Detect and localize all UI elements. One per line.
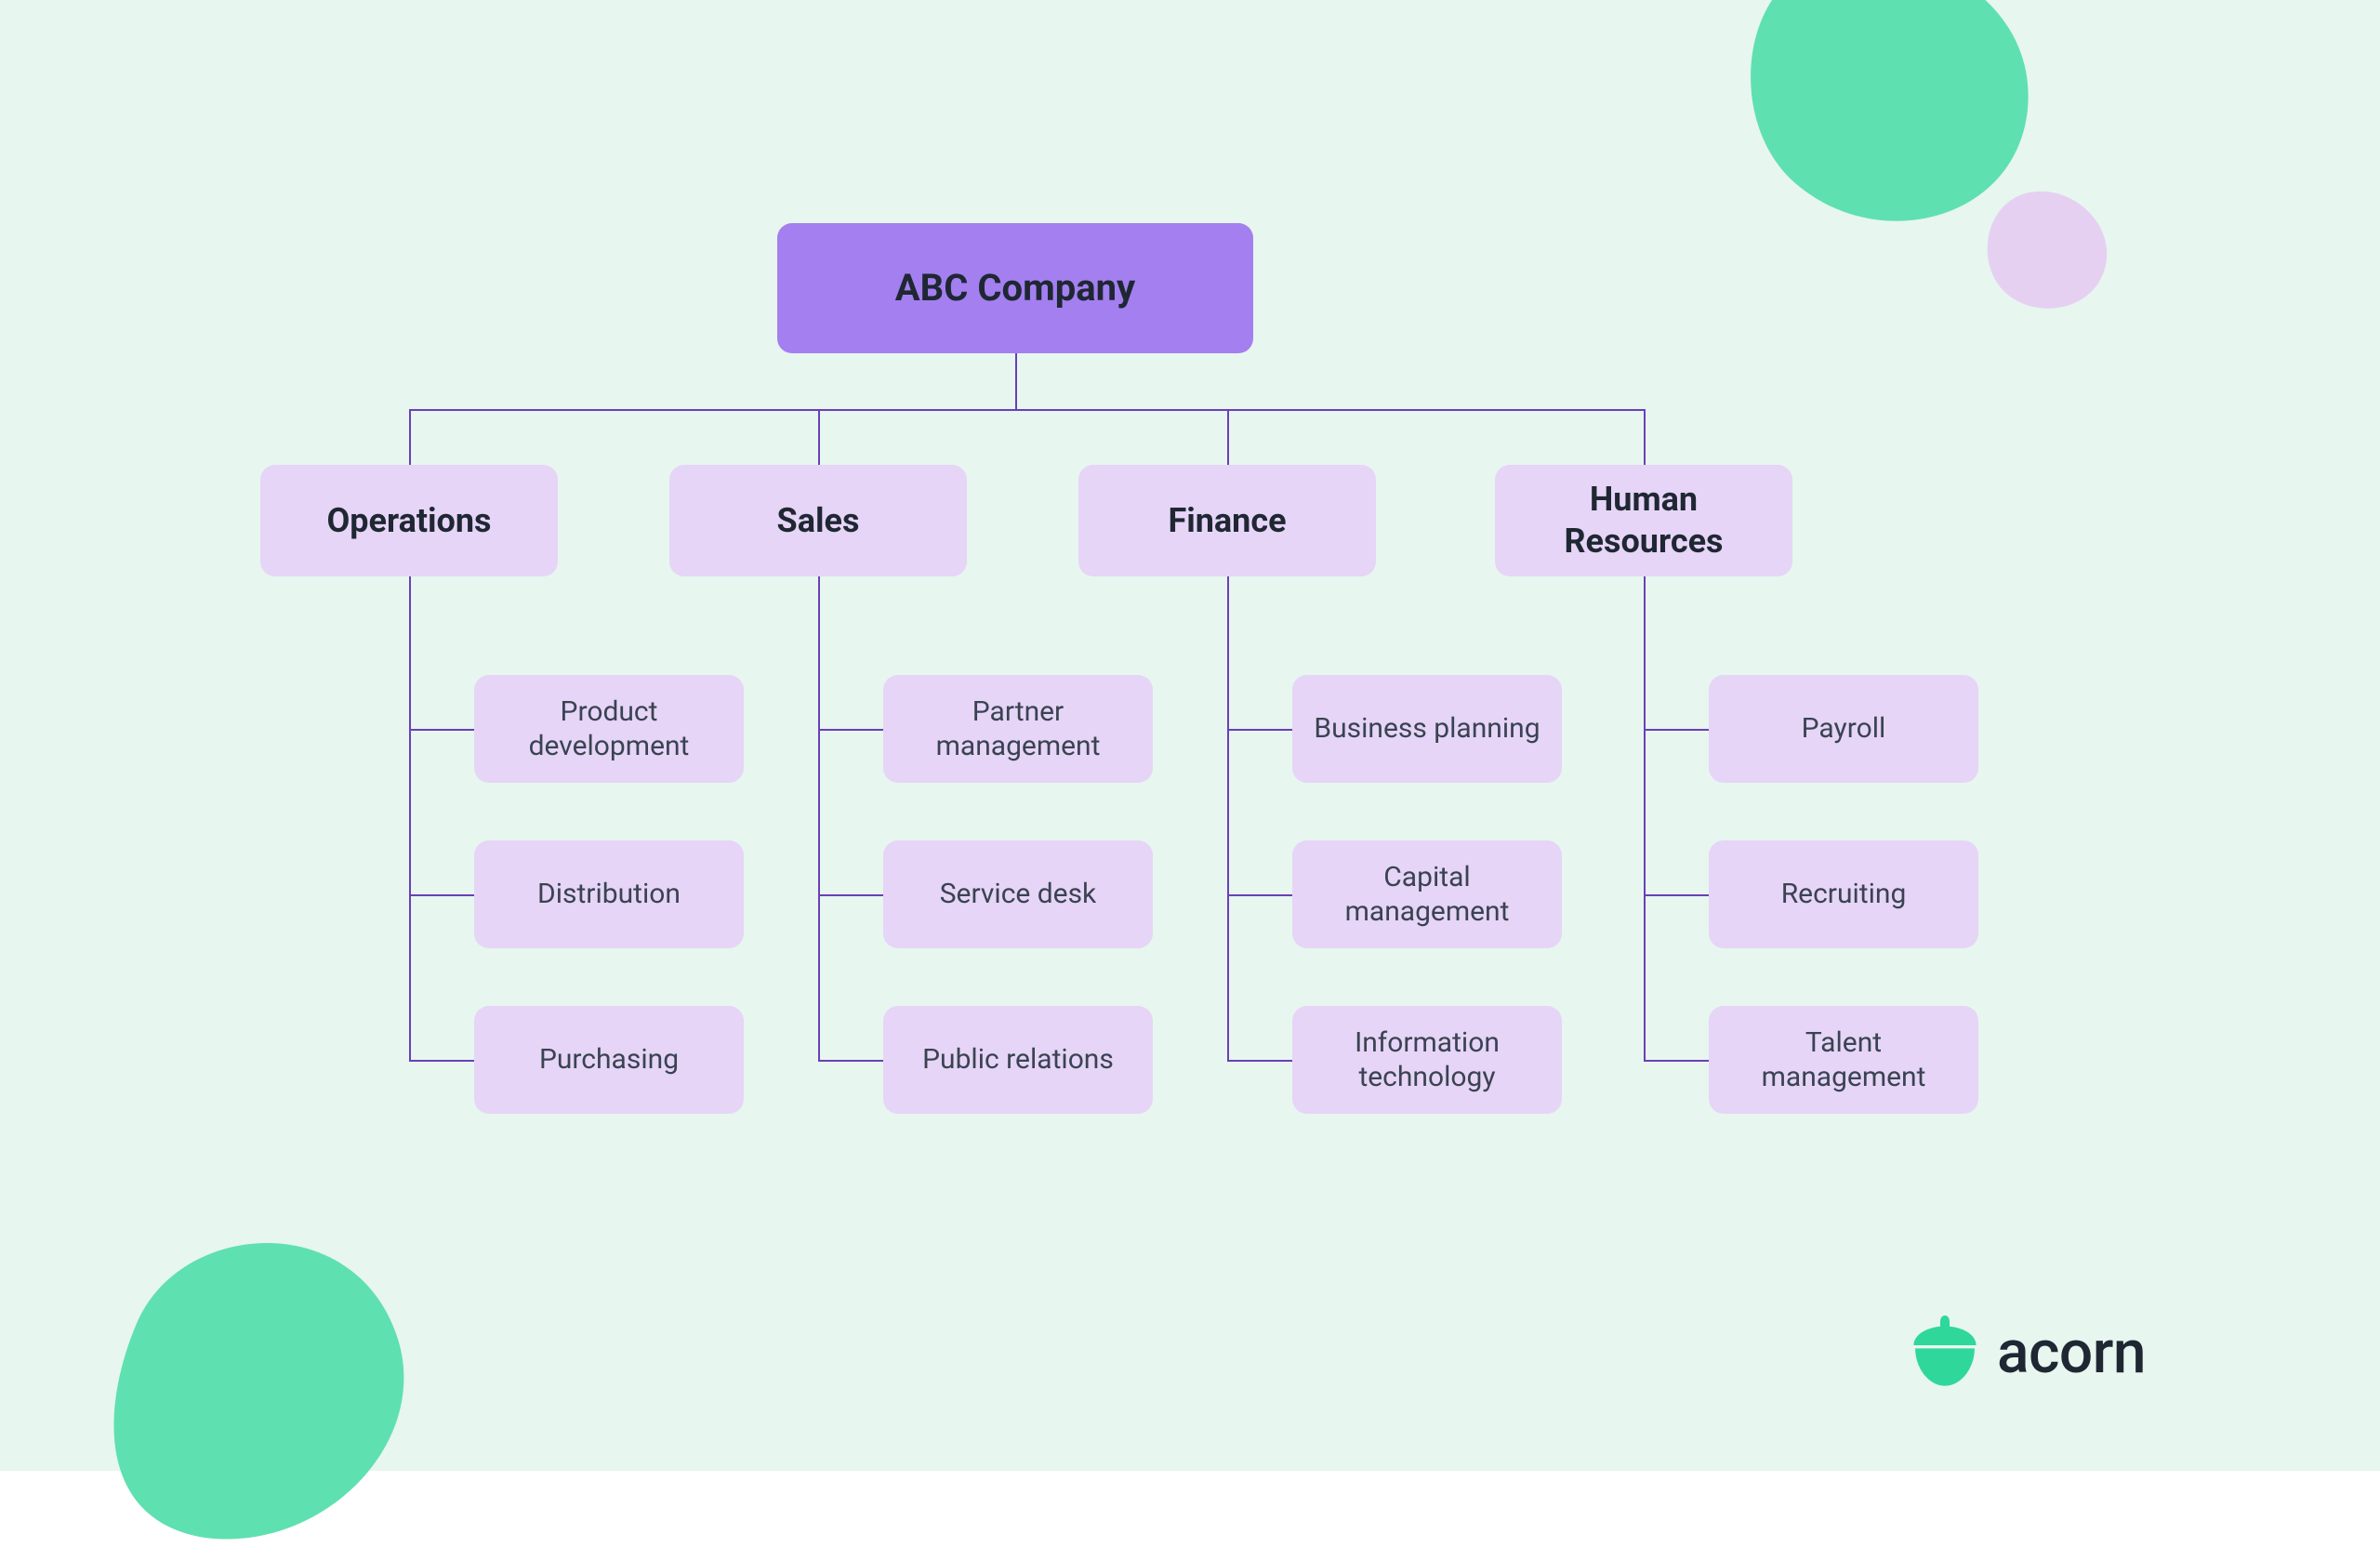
connector <box>409 729 474 731</box>
connector <box>1015 353 1017 409</box>
leaf-label: Talent management <box>1724 1025 1964 1095</box>
leaf-label: Purchasing <box>539 1042 679 1078</box>
connector <box>1644 409 1646 465</box>
dept-label: Operations <box>326 500 491 542</box>
leaf-label: Recruiting <box>1781 877 1907 912</box>
leaf-node: Product development <box>474 675 744 783</box>
dept-node: Operations <box>260 465 558 576</box>
leaf-node: Payroll <box>1709 675 1978 783</box>
leaf-label: Service desk <box>940 877 1097 912</box>
leaf-label: Business planning <box>1314 711 1540 747</box>
leaf-node: Public relations <box>883 1006 1153 1114</box>
connector <box>1644 1060 1709 1062</box>
root-node: ABC Company <box>777 223 1253 353</box>
leaf-node: Business planning <box>1292 675 1562 783</box>
leaf-node: Distribution <box>474 840 744 948</box>
connector <box>818 409 820 465</box>
dept-node: Sales <box>669 465 967 576</box>
connector <box>1227 576 1229 1060</box>
dept-label: Human Resources <box>1510 479 1778 562</box>
org-chart-canvas: ABC Company Operations Product development… <box>0 0 2380 1471</box>
connector <box>409 1060 474 1062</box>
leaf-node: Information technology <box>1292 1006 1562 1114</box>
connector <box>1227 894 1292 896</box>
acorn-icon <box>1906 1311 1984 1393</box>
connector <box>409 409 1644 411</box>
leaf-label: Public relations <box>922 1042 1114 1078</box>
connector <box>818 1060 883 1062</box>
leaf-label: Information technology <box>1307 1025 1547 1095</box>
leaf-label: Product development <box>489 694 729 764</box>
leaf-label: Payroll <box>1802 711 1886 747</box>
dept-label: Finance <box>1168 500 1286 542</box>
connector <box>818 894 883 896</box>
connector <box>1644 576 1646 1060</box>
leaf-node: Partner management <box>883 675 1153 783</box>
connector <box>1227 409 1229 465</box>
connector <box>1227 1060 1292 1062</box>
root-label: ABC Company <box>895 265 1135 311</box>
connector <box>818 576 820 1060</box>
decorative-blob <box>1985 186 2115 316</box>
brand-logo: acorn <box>1906 1311 2146 1393</box>
leaf-node: Service desk <box>883 840 1153 948</box>
leaf-label: Distribution <box>537 877 681 912</box>
connector <box>1644 729 1709 731</box>
connector <box>409 576 411 1060</box>
brand-name: acorn <box>1997 1317 2146 1387</box>
decorative-blob <box>74 1227 428 1543</box>
dept-label: Sales <box>777 500 860 542</box>
leaf-label: Partner management <box>898 694 1138 764</box>
leaf-node: Capital management <box>1292 840 1562 948</box>
leaf-label: Capital management <box>1307 860 1547 930</box>
connector <box>1227 729 1292 731</box>
leaf-node: Purchasing <box>474 1006 744 1114</box>
leaf-node: Talent management <box>1709 1006 1978 1114</box>
connector <box>409 409 411 465</box>
dept-node: Finance <box>1078 465 1376 576</box>
connector <box>409 894 474 896</box>
connector <box>1644 894 1709 896</box>
connector <box>818 729 883 731</box>
dept-node: Human Resources <box>1495 465 1792 576</box>
leaf-node: Recruiting <box>1709 840 1978 948</box>
